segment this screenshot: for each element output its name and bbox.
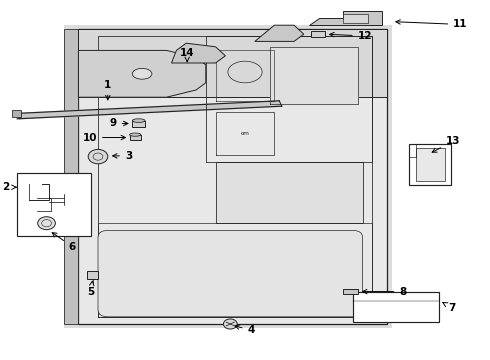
Polygon shape: [130, 135, 141, 140]
Bar: [353, 292, 439, 322]
Polygon shape: [78, 29, 387, 324]
Text: 8: 8: [363, 287, 407, 297]
Text: 10: 10: [82, 132, 125, 143]
Polygon shape: [12, 110, 21, 117]
Polygon shape: [309, 11, 382, 25]
Polygon shape: [64, 29, 78, 324]
Polygon shape: [270, 47, 358, 104]
Circle shape: [223, 319, 237, 329]
Text: 4: 4: [235, 325, 255, 336]
Text: 6: 6: [52, 233, 76, 252]
Text: 11: 11: [396, 19, 468, 30]
Bar: [343, 14, 368, 23]
Text: 9: 9: [109, 118, 128, 129]
Ellipse shape: [132, 119, 145, 122]
Ellipse shape: [228, 61, 262, 83]
Text: 2: 2: [2, 182, 16, 192]
Text: 7: 7: [443, 302, 456, 313]
Circle shape: [38, 217, 55, 230]
Text: 5: 5: [87, 281, 94, 297]
Polygon shape: [255, 25, 304, 41]
Bar: [87, 271, 98, 279]
Text: om: om: [241, 131, 249, 136]
Bar: [311, 31, 325, 37]
Bar: [17, 173, 91, 236]
Bar: [409, 144, 451, 185]
Ellipse shape: [132, 68, 152, 79]
Polygon shape: [343, 289, 358, 294]
Polygon shape: [17, 101, 282, 119]
Polygon shape: [98, 223, 372, 317]
Polygon shape: [78, 50, 206, 97]
Polygon shape: [172, 43, 225, 63]
FancyBboxPatch shape: [98, 230, 363, 317]
Text: 14: 14: [180, 48, 195, 62]
Text: 3: 3: [113, 151, 132, 161]
Bar: [416, 148, 445, 181]
Polygon shape: [78, 29, 387, 97]
Polygon shape: [216, 162, 363, 223]
Ellipse shape: [130, 133, 141, 136]
Text: 12: 12: [330, 31, 372, 41]
Polygon shape: [132, 121, 145, 127]
Circle shape: [88, 149, 108, 164]
Polygon shape: [64, 25, 392, 328]
Text: 13: 13: [432, 136, 461, 152]
Text: 1: 1: [104, 80, 111, 100]
